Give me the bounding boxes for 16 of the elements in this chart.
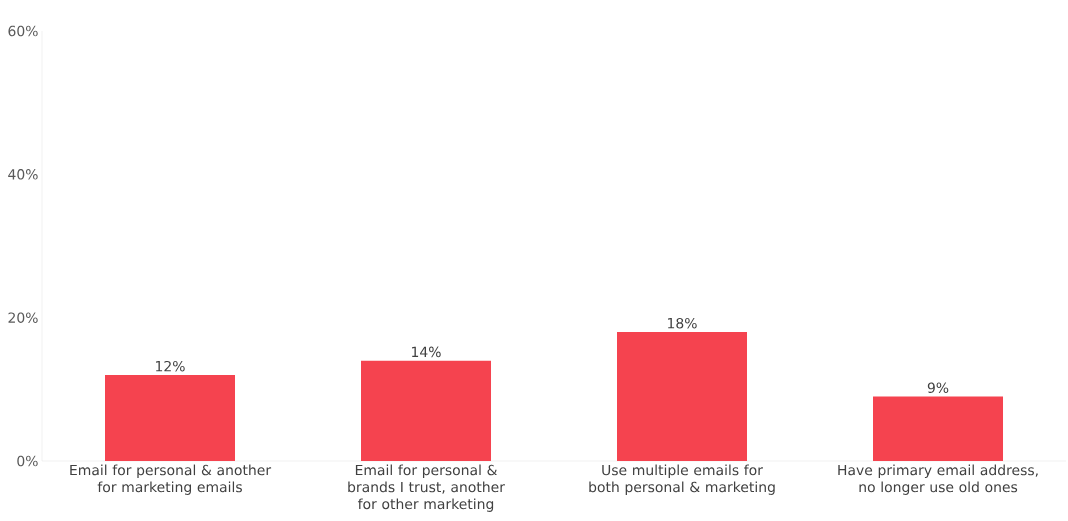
data-label: 12% — [156, 360, 185, 372]
bar — [617, 332, 747, 461]
data-label: 18% — [668, 317, 697, 329]
data-label: 14% — [412, 346, 441, 358]
y-tick-label: 0% — [17, 455, 38, 467]
bar — [873, 396, 1003, 461]
bar — [361, 360, 491, 461]
x-tick-label: Email for personal & brands I trust, another for other marketing — [348, 464, 505, 512]
x-tick-label: Have primary email address, no longer use old ones — [838, 464, 1038, 495]
x-tick-label: Use multiple emails for both personal & marketing — [589, 464, 775, 495]
y-tick-label: 60% — [8, 25, 38, 37]
y-tick-label: 20% — [8, 312, 38, 323]
bar — [105, 375, 235, 461]
y-tick-label: 40% — [8, 169, 38, 180]
data-label: 9% — [927, 382, 949, 393]
x-tick-label: Email for personal & another for marketing emails — [70, 464, 272, 495]
